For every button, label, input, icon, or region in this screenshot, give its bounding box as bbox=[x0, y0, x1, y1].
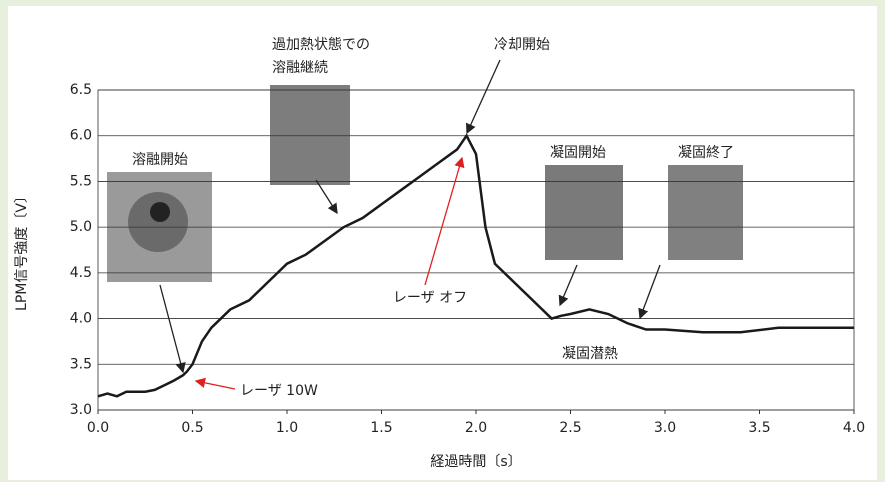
annotation: レーザ 10W bbox=[240, 383, 318, 399]
y-tick-label: 4.5 bbox=[70, 265, 92, 281]
x-tick-label: 1.0 bbox=[276, 420, 298, 436]
x-tick-label: 3.0 bbox=[654, 420, 676, 436]
annotation: レーザ オフ bbox=[393, 290, 467, 306]
y-tick-label: 5.0 bbox=[70, 219, 92, 235]
x-axis-label: 経過時間〔s〕 bbox=[430, 454, 521, 470]
y-tick-label: 4.0 bbox=[70, 311, 92, 327]
x-tick-label: 0.5 bbox=[181, 420, 203, 436]
y-tick-label: 3.5 bbox=[70, 356, 92, 372]
annotation: 溶融継続 bbox=[272, 59, 328, 76]
page: LPM信号強度〔V〕 経過時間〔s〕 3.0 3.5 4.0 4.5 5.0 5.5 6.0… bbox=[0, 0, 885, 482]
x-tick-label: 0.0 bbox=[87, 420, 109, 436]
x-tick-label: 4.0 bbox=[843, 420, 865, 436]
y-tick-label: 6.0 bbox=[70, 128, 92, 144]
annotation: 過加熱状態での bbox=[272, 37, 370, 53]
y-axis-label: LPM信号強度〔V〕 bbox=[14, 189, 30, 311]
annotation: 溶融開始 bbox=[132, 152, 188, 168]
annotation: 凝固潜熱 bbox=[562, 346, 618, 362]
y-tick-label: 3.0 bbox=[70, 402, 92, 418]
annotation: 凝固開始 bbox=[550, 145, 606, 161]
x-tick-label: 3.5 bbox=[748, 420, 770, 436]
x-tick-label: 2.5 bbox=[559, 420, 581, 436]
x-tick-label: 1.5 bbox=[370, 420, 392, 436]
chart: LPM信号強度〔V〕 経過時間〔s〕 3.0 3.5 4.0 4.5 5.0 5.5 6.0… bbox=[0, 0, 885, 482]
y-tick-label: 6.5 bbox=[70, 82, 92, 98]
annotation: 冷却開始 bbox=[494, 37, 550, 53]
x-tick-label: 2.0 bbox=[465, 420, 487, 436]
y-tick-label: 5.5 bbox=[70, 173, 92, 189]
annotation: 凝固終了 bbox=[678, 145, 734, 161]
